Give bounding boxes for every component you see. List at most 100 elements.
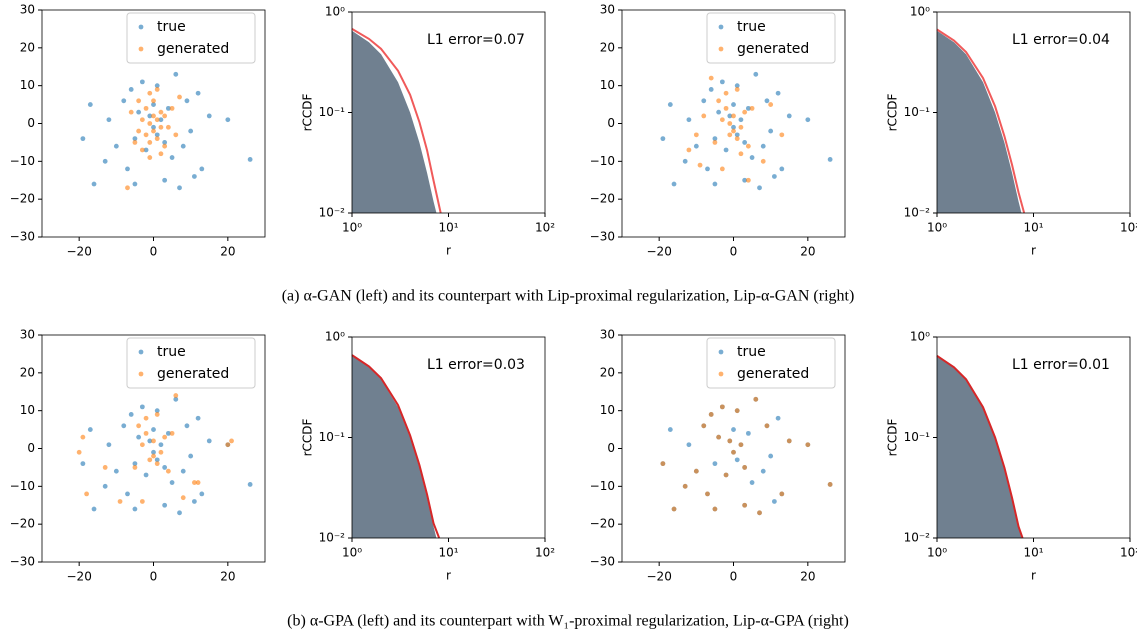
y-tick-label: −20 (10, 192, 35, 206)
x-tick-label: −20 (67, 245, 92, 259)
scatter-point (742, 109, 748, 115)
scatter-point (723, 147, 729, 153)
y-tick-label: 20 (600, 40, 615, 54)
scatter-point (723, 105, 729, 111)
scatter-point (162, 434, 168, 440)
scatter-point (151, 453, 156, 459)
y-axis-label: rCCDF (301, 93, 315, 131)
line (351, 27, 442, 214)
scatter-point (671, 181, 677, 187)
scatter-point (151, 113, 156, 119)
y-tick-label: 20 (20, 40, 35, 54)
scatter-point (827, 157, 833, 162)
y-tick-label: 10⁻² (319, 206, 346, 220)
scatter-point (738, 124, 744, 130)
scatter-point (154, 408, 160, 414)
scatter-point (757, 510, 762, 516)
scatter-point (760, 143, 766, 149)
scatter-point (719, 166, 725, 172)
scatter-point (139, 117, 145, 123)
scatter-point (180, 495, 186, 501)
scatter-point (162, 140, 168, 145)
scatter-point (682, 158, 688, 164)
scatter-point (147, 121, 153, 126)
scatter-point (154, 457, 160, 463)
scatter-point (693, 468, 699, 474)
scatter-point (143, 472, 149, 478)
y-tick-label: 10⁰ (325, 330, 345, 344)
scatter-point (147, 113, 153, 119)
scatter-point (734, 457, 740, 463)
scatter-point (125, 491, 130, 497)
scatter-point (738, 117, 744, 123)
scatter-point (80, 136, 86, 142)
legend-marker (718, 46, 724, 52)
scatter-point (162, 465, 168, 470)
scatter-point (180, 468, 186, 474)
y-tick-label: 10 (20, 403, 35, 417)
scatter-point (147, 90, 153, 96)
scatter-point (779, 132, 785, 138)
scatter-point (742, 465, 748, 470)
legend-label: true (737, 344, 766, 360)
scatter-point (786, 438, 792, 444)
x-tick-label: −20 (67, 570, 92, 584)
scatter-point (206, 113, 212, 119)
scatter-point (80, 434, 86, 440)
caption: (b) α-GPA (left) and its counterpart wit… (287, 613, 849, 630)
legend-label: generated (157, 366, 229, 382)
scatter-point (165, 468, 171, 474)
x-tick-label: 0 (150, 570, 158, 584)
scatter-point (173, 393, 179, 398)
scatter-point (247, 482, 253, 487)
scatter-point (786, 113, 792, 119)
scatter-point (158, 442, 164, 448)
x-tick-label: 10¹ (438, 546, 458, 560)
scatter-point (199, 166, 205, 172)
scatter-point (734, 408, 740, 414)
scatter-point (738, 151, 744, 157)
scatter-point (102, 465, 108, 470)
scatter-point (143, 147, 149, 153)
legend-marker (138, 46, 144, 52)
scatter-point (768, 453, 774, 459)
scatter-point (147, 438, 153, 444)
annotation: L1 error=0.04 (1012, 32, 1110, 48)
scatter-point (151, 449, 156, 455)
scatter-point (686, 147, 692, 153)
caption: (a) α-GAN (left) and its counterpart wit… (282, 288, 855, 305)
scatter-point (731, 449, 736, 455)
scatter-point (206, 438, 212, 444)
y-tick-label: 0 (607, 441, 615, 455)
scatter-point (117, 499, 123, 504)
scatter-point (132, 140, 138, 145)
scatter-point (76, 449, 82, 455)
legend-box (706, 12, 836, 64)
scatter-point (102, 483, 108, 489)
scatter-point (154, 83, 160, 89)
y-tick-label: 30 (20, 3, 35, 17)
scatter-point (734, 132, 740, 138)
scatter-point (162, 143, 168, 149)
scatter-point (686, 442, 692, 448)
y-tick-label: −30 (590, 230, 615, 244)
scatter-point (158, 449, 164, 455)
scatter-point (199, 491, 205, 497)
scatter-point (128, 412, 134, 417)
scatter-point (158, 109, 164, 115)
scatter-point (727, 113, 733, 119)
scatter-point (716, 98, 722, 104)
scatter-point (749, 480, 755, 485)
scatter-point (191, 480, 197, 485)
y-tick-label: −30 (10, 555, 35, 569)
scatter-point (708, 87, 714, 92)
scatter-point (775, 90, 781, 96)
legend-box (126, 12, 256, 64)
area (352, 355, 437, 538)
scatter-point (749, 105, 755, 111)
scatter-point (779, 491, 785, 497)
scatter-point (247, 157, 253, 162)
scatter-point (745, 430, 751, 436)
scatter-point (745, 177, 751, 183)
